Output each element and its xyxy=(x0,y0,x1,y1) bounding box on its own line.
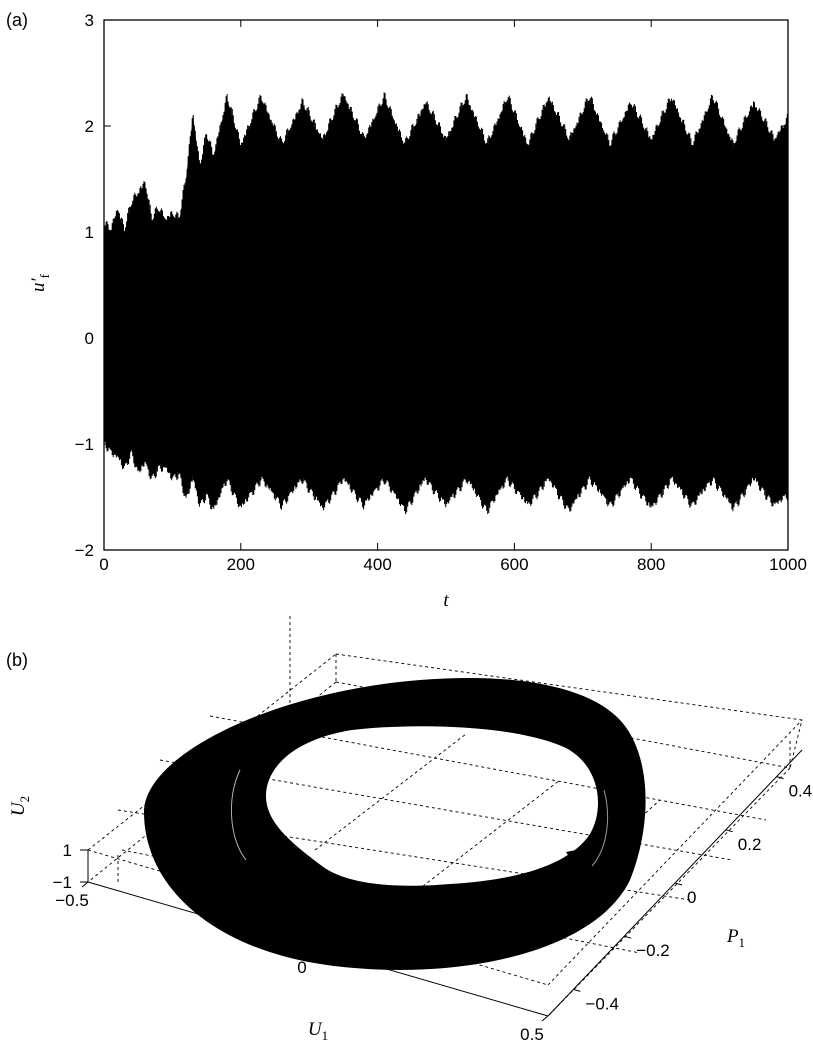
panel-b-arrow xyxy=(552,850,576,867)
panel-a-signal-oscillations xyxy=(103,92,788,515)
panel-a-y-axis-label: u′f xyxy=(28,273,52,292)
panel-b-u1-tick-label: 0.5 xyxy=(520,1025,544,1044)
panel-a-y-tick-label: 2 xyxy=(85,117,94,136)
panel-b-u1-tick-label: −0.5 xyxy=(55,891,89,910)
panel-b-u2-tick-label: 1 xyxy=(63,841,72,860)
panel-a-frame xyxy=(103,19,789,551)
panel-b-y-axis-label: P1 xyxy=(726,926,745,950)
panel-a-x-tick-label: 800 xyxy=(637,555,665,574)
panel-b-p1-tick-mark xyxy=(573,988,581,992)
panel-a-x-tick-label: 1000 xyxy=(769,555,807,574)
panel-b-p1-tick-label: 0 xyxy=(687,888,696,907)
panel-a-y-tick-label: 1 xyxy=(85,223,94,242)
panel-b-p1-tick-mark xyxy=(776,776,784,780)
panel-a-signal xyxy=(103,92,788,515)
panel-b-u1-tick-mark xyxy=(81,881,89,888)
panel-b-chart: −0.5 0 0.5 −0.4 −0.2 0 0.2 0.4 −1 1 xyxy=(53,616,813,1044)
svg-text:u′f: u′f xyxy=(28,273,52,292)
panel-a-x-tick-label: 600 xyxy=(500,555,528,574)
panel-a-y-tick-label: 3 xyxy=(85,11,94,30)
panel-b-label: (b) xyxy=(6,650,28,670)
panel-a-y-ticks: −2 −1 0 1 2 3 xyxy=(75,11,788,560)
panel-b-p1-tick-label: −0.4 xyxy=(585,994,619,1013)
panel-b-z-axis-label: U2 xyxy=(8,796,32,816)
panel-b-p1-tick-label: −0.2 xyxy=(636,941,670,960)
panel-b-p1-tick-mark xyxy=(725,829,733,833)
panel-b-x-axis-label: U1 xyxy=(308,1019,328,1043)
panel-b-attractor-texture xyxy=(230,769,609,867)
panel-b-u1-tick-mark xyxy=(311,948,319,955)
panel-b-attractor xyxy=(144,677,646,970)
panel-b-ticks: −0.5 0 0.5 −0.4 −0.2 0 0.2 0.4 −1 1 xyxy=(53,776,813,1044)
panel-a-label: (a) xyxy=(6,10,28,30)
panel-b-u2-tick-label: −1 xyxy=(53,873,72,892)
panel-b-p1-tick-mark xyxy=(624,935,632,939)
svg-text:U2: U2 xyxy=(8,796,32,816)
panel-a-chart: 0 200 400 600 800 1000 −2 −1 0 1 2 3 xyxy=(75,11,807,574)
panel-a-x-tick-label: 0 xyxy=(99,555,108,574)
panel-a-y-tick-label: −1 xyxy=(75,435,94,454)
panel-b-p1-tick-label: 0.4 xyxy=(789,782,813,801)
panel-a-x-ticks: 0 200 400 600 800 1000 xyxy=(99,20,807,574)
panel-b-u1-tick-mark xyxy=(541,1015,549,1022)
panel-b-u1-tick-label: 0 xyxy=(297,958,306,977)
panel-a-y-tick-label: −2 xyxy=(75,541,94,560)
panel-a-y-tick-label: 0 xyxy=(85,329,94,348)
panel-a-x-tick-label: 200 xyxy=(227,555,255,574)
panel-b-p1-tick-label: 0.2 xyxy=(738,835,762,854)
panel-b-p1-tick-mark xyxy=(674,882,683,886)
panel-a-x-axis-label: t xyxy=(443,590,449,611)
panel-a-x-tick-label: 400 xyxy=(363,555,391,574)
